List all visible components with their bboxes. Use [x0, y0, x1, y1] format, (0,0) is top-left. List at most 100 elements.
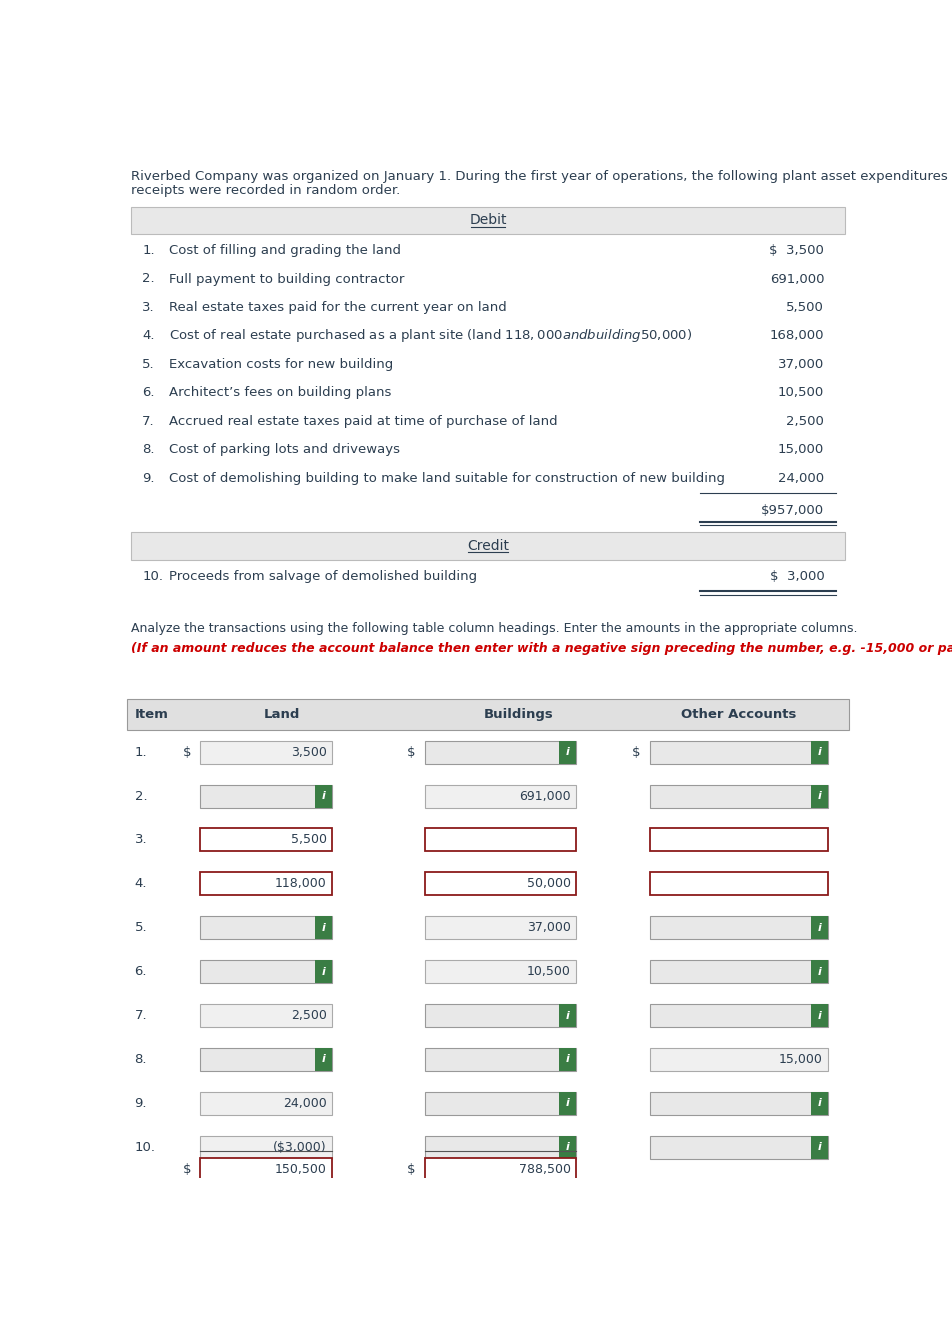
Text: 8.: 8.	[134, 1053, 147, 1066]
Text: 3.: 3.	[134, 833, 148, 846]
Bar	[650, 960, 828, 984]
Bar	[811, 960, 828, 984]
Text: i: i	[322, 967, 326, 977]
Text: 5.: 5.	[142, 357, 155, 371]
Text: i: i	[565, 1099, 569, 1108]
Text: 10.: 10.	[142, 569, 163, 583]
Text: 10.: 10.	[134, 1141, 155, 1153]
Bar	[200, 1047, 332, 1071]
Bar	[650, 1092, 828, 1115]
Text: 6.: 6.	[142, 387, 155, 400]
Text: Analyze the transactions using the following table column headings. Enter the am: Analyze the transactions using the follo…	[130, 622, 862, 636]
Text: 5.: 5.	[134, 922, 148, 935]
Text: 9.: 9.	[134, 1096, 147, 1110]
Text: i: i	[322, 923, 326, 932]
Text: 4.: 4.	[134, 878, 147, 890]
Bar	[650, 873, 828, 895]
Text: Land: Land	[264, 708, 300, 722]
Bar	[559, 1047, 576, 1071]
Text: Architect’s fees on building plans: Architect’s fees on building plans	[169, 387, 392, 400]
Text: Buildings: Buildings	[484, 708, 553, 722]
Bar	[650, 829, 828, 851]
Bar	[650, 1136, 828, 1158]
Text: 8.: 8.	[142, 444, 155, 457]
Bar	[559, 1136, 576, 1158]
Text: 2.: 2.	[142, 273, 155, 286]
Bar	[650, 1004, 828, 1027]
Bar	[426, 1136, 576, 1158]
Text: 691,000: 691,000	[770, 273, 824, 286]
Bar	[200, 1136, 332, 1158]
Bar	[200, 1157, 332, 1181]
Bar	[811, 1092, 828, 1115]
Text: 3,500: 3,500	[290, 745, 327, 759]
Text: 9.: 9.	[142, 471, 155, 485]
Text: 1.: 1.	[142, 244, 155, 257]
Bar	[130, 532, 845, 560]
Text: i: i	[565, 1143, 569, 1152]
Text: 2,500: 2,500	[786, 414, 824, 428]
Text: 24,000: 24,000	[283, 1096, 327, 1110]
Bar	[559, 740, 576, 764]
Bar	[130, 207, 845, 234]
Text: Cost of demolishing building to make land suitable for construction of new build: Cost of demolishing building to make lan…	[169, 471, 725, 485]
Text: Full payment to building contractor: Full payment to building contractor	[169, 273, 405, 286]
Text: 150,500: 150,500	[275, 1162, 327, 1176]
Bar	[200, 873, 332, 895]
Text: Accrued real estate taxes paid at time of purchase of land: Accrued real estate taxes paid at time o…	[169, 414, 558, 428]
Text: Riverbed Company was organized on January 1. During the first year of operations: Riverbed Company was organized on Januar…	[130, 169, 952, 183]
Bar	[127, 699, 849, 731]
Bar	[426, 1092, 576, 1115]
Text: $  3,000: $ 3,000	[769, 569, 824, 583]
Bar	[811, 740, 828, 764]
Text: 168,000: 168,000	[770, 330, 824, 343]
Bar	[811, 1136, 828, 1158]
Text: Cost of filling and grading the land: Cost of filling and grading the land	[169, 244, 402, 257]
Text: i: i	[818, 967, 822, 977]
Text: Cost of real estate purchased as a plant site (land $118,000 and building $50,00: Cost of real estate purchased as a plant…	[169, 327, 693, 344]
Text: Item: Item	[134, 708, 169, 722]
Bar	[426, 740, 576, 764]
Bar	[811, 1004, 828, 1027]
Text: Proceeds from salvage of demolished building: Proceeds from salvage of demolished buil…	[169, 569, 478, 583]
Text: Cost of parking lots and driveways: Cost of parking lots and driveways	[169, 444, 401, 457]
Text: 15,000: 15,000	[779, 1053, 823, 1066]
Bar	[650, 1047, 828, 1071]
Text: 2.: 2.	[134, 789, 148, 802]
Text: 7.: 7.	[134, 1009, 148, 1022]
Bar	[200, 740, 332, 764]
Bar	[559, 1092, 576, 1115]
Text: $: $	[183, 1162, 191, 1176]
Text: Other Accounts: Other Accounts	[682, 708, 797, 722]
Text: 6.: 6.	[134, 965, 147, 978]
Bar	[315, 916, 332, 939]
Text: 5,500: 5,500	[290, 833, 327, 846]
Text: 24,000: 24,000	[778, 471, 824, 485]
Text: 10,500: 10,500	[778, 387, 824, 400]
Text: 15,000: 15,000	[778, 444, 824, 457]
Text: $  3,500: $ 3,500	[769, 244, 824, 257]
Text: i: i	[818, 790, 822, 801]
Text: 7.: 7.	[142, 414, 155, 428]
Text: i: i	[818, 747, 822, 757]
Bar	[650, 785, 828, 808]
Text: ($3,000): ($3,000)	[273, 1141, 327, 1153]
Bar	[200, 916, 332, 939]
Bar	[811, 785, 828, 808]
Text: $: $	[632, 745, 641, 759]
Text: $: $	[407, 745, 416, 759]
Text: Debit: Debit	[469, 213, 506, 228]
Text: 3.: 3.	[142, 301, 155, 314]
Text: i: i	[565, 747, 569, 757]
Text: 1.: 1.	[134, 745, 148, 759]
Bar	[426, 1004, 576, 1027]
Text: i: i	[322, 1054, 326, 1064]
Bar	[426, 1157, 576, 1181]
Bar	[426, 916, 576, 939]
Text: $: $	[407, 1162, 416, 1176]
Text: receipts were recorded in random order.: receipts were recorded in random order.	[130, 184, 400, 196]
Text: i: i	[818, 1010, 822, 1021]
Text: 4.: 4.	[142, 330, 155, 343]
Bar	[559, 1004, 576, 1027]
Bar	[315, 785, 332, 808]
